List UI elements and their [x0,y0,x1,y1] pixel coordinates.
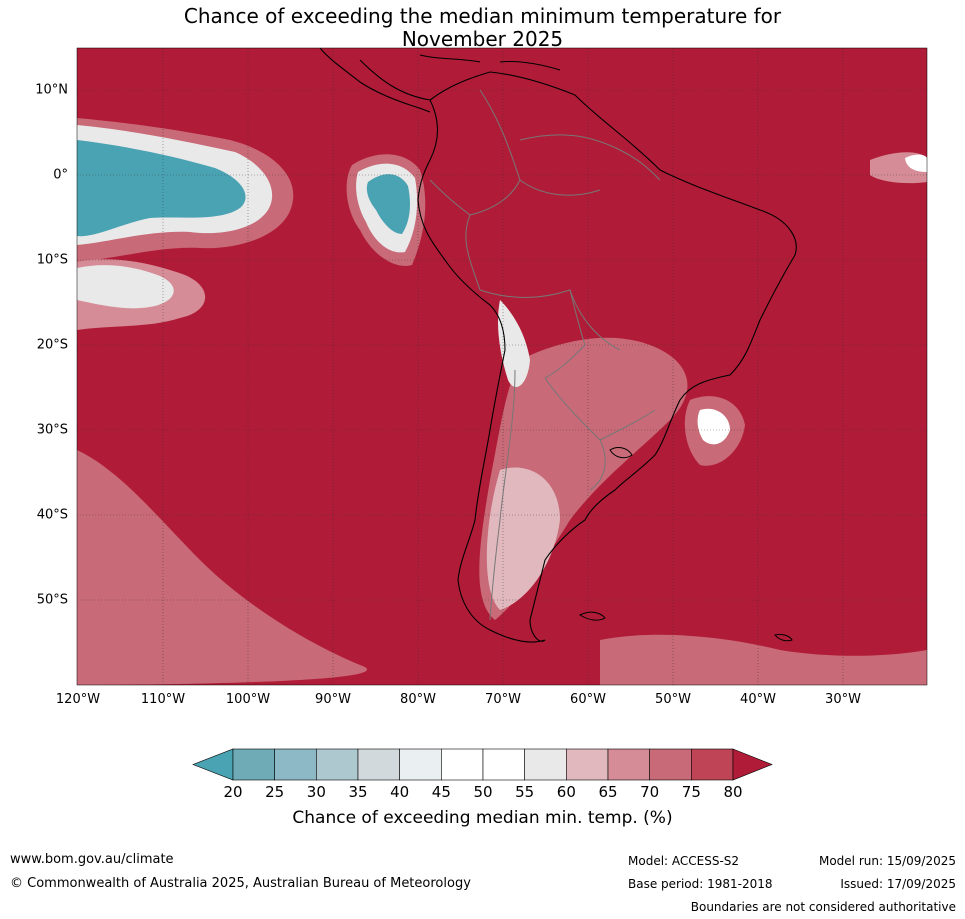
latitude-label-20s: 20°S [36,337,68,353]
country-borders [429,89,661,621]
longitude-label-100w: 100°W [225,692,271,707]
colorbar-segment-20-25 [232,748,275,781]
colorbar-tick-75: 75 [681,783,701,801]
base-period: Base period: 1981-2018 [628,877,773,891]
south-georgia [774,633,793,642]
longitude-label-60w: 60°W [570,692,606,707]
weak-signal-andes [497,300,530,388]
colorbar-tick-60: 60 [556,783,576,801]
boundaries-disclaimer: Boundaries are not considered authoritat… [690,900,956,914]
longitude-label-120w: 120°W [55,692,101,707]
colorbar-tick-55: 55 [515,783,535,801]
latitude-label-10n: 10°N [35,82,68,98]
central-america-coastline [319,48,431,113]
colorbar-segment-30-35 [316,748,359,781]
colorbar-segment-55-60 [524,748,567,781]
longitude-label-110w: 110°W [140,692,186,707]
graticule [77,48,927,685]
cool-anomaly-east-atlantic-core [905,154,927,172]
colorbar-tick-70: 70 [640,783,660,801]
map-title-line2: November 2025 [401,27,564,51]
latitude-label-10s: 10°S [36,252,68,268]
colorbar-extend-low [192,748,234,781]
caribbean-coastline [419,54,561,71]
south-america-coastline [359,59,797,643]
colorbar-tick-50: 50 [473,783,493,801]
colorbar-label: Chance of exceeding median min. temp. (%… [292,808,673,828]
falkland-islands [578,611,606,621]
colorbar-segment-65-70 [607,748,650,781]
weak-signal-southern-ocean [77,450,368,685]
colorbar-segment-25-30 [274,748,317,781]
map-plot-area [77,48,927,685]
colorbar-tick-80: 80 [723,783,743,801]
cool-anomaly-pacific-core [77,140,246,237]
latitude-label-50s: 50°S [36,592,68,608]
model-run-date: Model run: 15/09/2025 [818,854,956,868]
colorbar-tick-35: 35 [348,783,368,801]
model-name: Model: ACCESS-S2 [628,854,740,868]
longitude-label-90w: 90°W [315,692,351,707]
copyright-text: © Commonwealth of Australia 2025, Austra… [10,876,471,891]
colorbar-segment-60-65 [566,748,609,781]
latitude-label-equator: 0° [53,167,68,183]
map-frame [76,47,928,686]
longitude-label-70w: 70°W [485,692,521,707]
colorbar-segment-75-80 [691,748,734,781]
cool-anomaly-south-pacific-core [77,265,174,309]
lagoa-dos-patos [609,447,633,459]
cool-anomaly-ecuador-core [366,174,410,234]
colorbar-segment-70-75 [649,748,692,781]
colorbar-segment-50-55 [482,748,525,781]
latitude-label-40s: 40°S [36,507,68,523]
longitude-label-80w: 80°W [400,692,436,707]
cool-anomaly-south-atlantic-core [697,408,730,445]
weak-signal-southern-ocean-east [600,634,927,685]
colorbar-segment-35-40 [357,748,400,781]
colorbar-tick-30: 30 [306,783,326,801]
weak-signal-patagonia [486,467,560,610]
latitude-label-30s: 30°S [36,422,68,438]
colorbar-tick-20: 20 [223,783,243,801]
map-title-line1: Chance of exceeding the median minimum t… [183,4,782,28]
longitude-label-30w: 30°W [825,692,861,707]
website-link[interactable]: www.bom.gov.au/climate [10,852,174,867]
colorbar-tick-45: 45 [431,783,451,801]
colorbar-tick-40: 40 [390,783,410,801]
colorbar-extend-high [732,748,773,781]
colorbar-tick-25: 25 [265,783,285,801]
colorbar-tick-65: 65 [598,783,618,801]
colorbar-segment-40-45 [399,748,442,781]
colorbar-segment-45-50 [441,748,484,781]
longitude-label-40w: 40°W [740,692,776,707]
issued-date: Issued: 17/09/2025 [840,877,956,891]
colorbar [192,748,773,781]
longitude-label-50w: 50°W [655,692,691,707]
